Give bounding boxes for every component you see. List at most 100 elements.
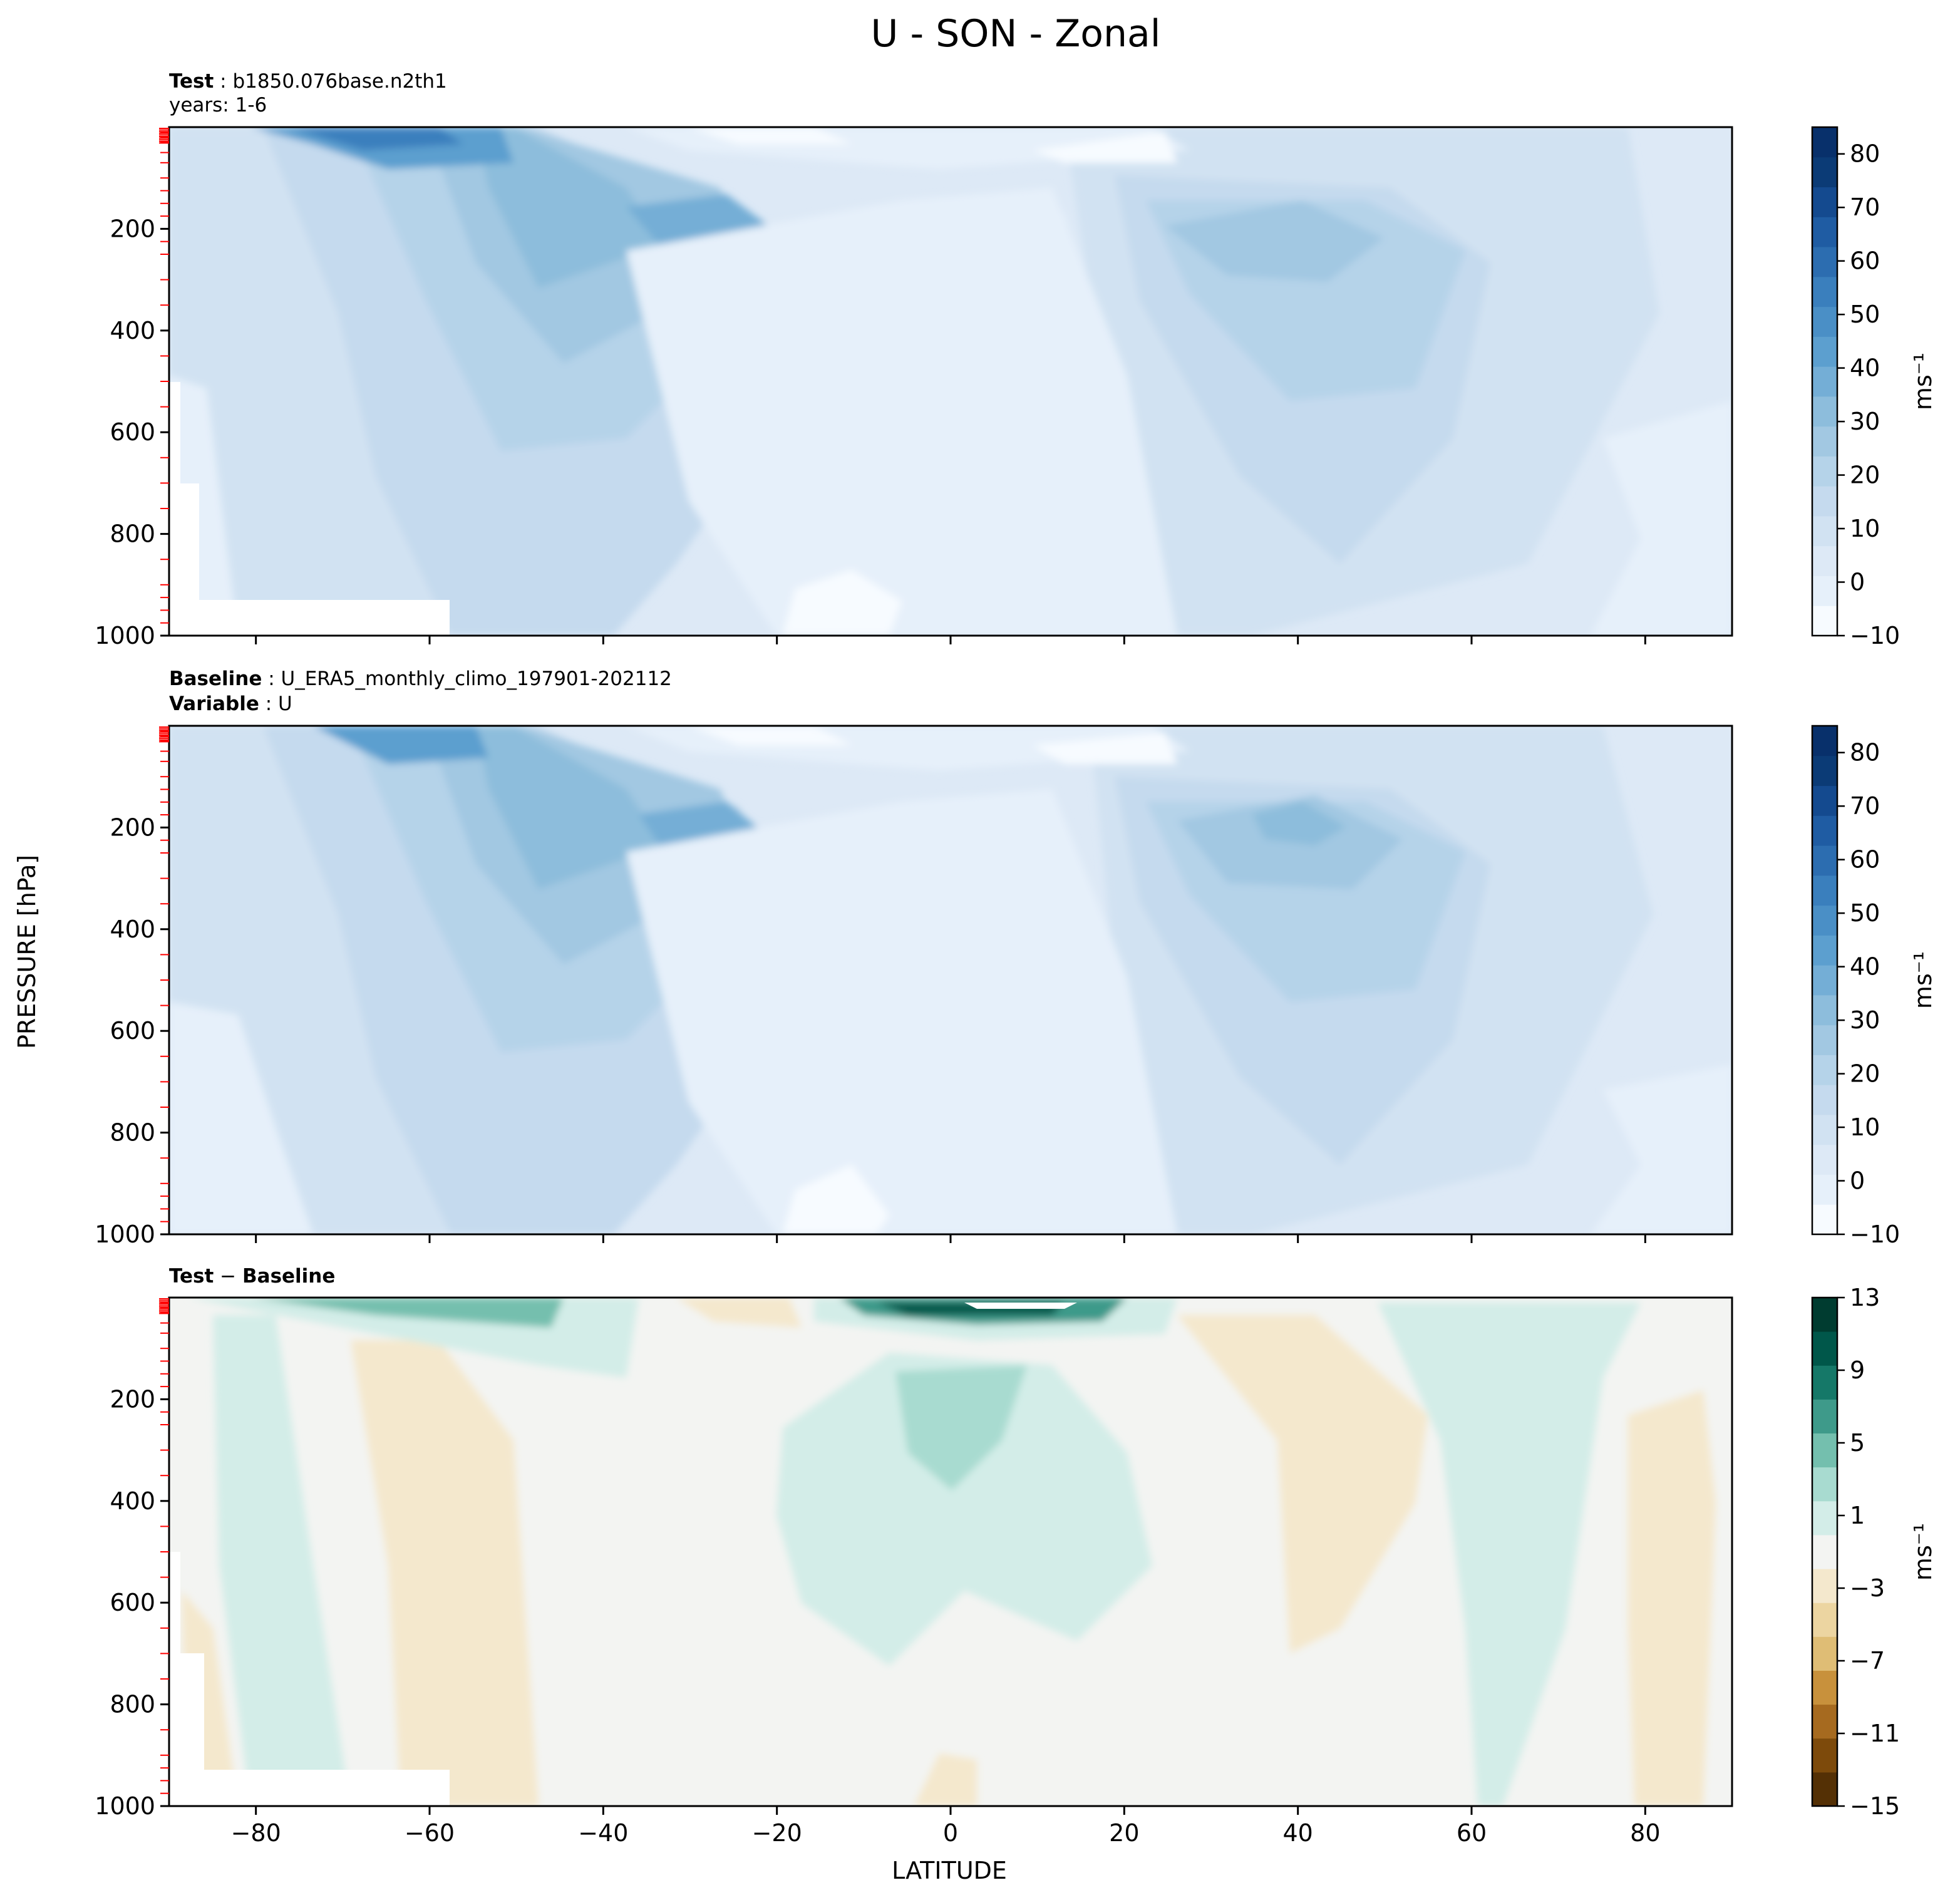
- x-tick-label: 0: [943, 1819, 958, 1847]
- panel-diff-label: Test − Baseline: [169, 1265, 335, 1288]
- x-tick-label: 40: [1282, 1819, 1313, 1847]
- y-tick-label: 400: [110, 1487, 155, 1515]
- panel-baseline-variable-rest: : U: [259, 693, 292, 715]
- colorbar-frame: [1811, 725, 1839, 1236]
- colorbar-swatch: [1812, 994, 1837, 1026]
- figure-title: U - SON - Zonal: [871, 12, 1161, 56]
- colorbar-swatch: [1812, 1636, 1837, 1671]
- colorbar-tick-label: 40: [1850, 953, 1880, 981]
- colorbar-tick-label: −7: [1850, 1647, 1885, 1675]
- colorbar-swatch: [1812, 1704, 1837, 1739]
- panel-diff-level-markers: [159, 1298, 169, 1794]
- colorbar-swatch: [1812, 905, 1837, 936]
- colorbar-tick-label: −15: [1850, 1792, 1900, 1820]
- colorbar-swatch: [1812, 965, 1837, 996]
- y-tick-label: 600: [110, 418, 155, 446]
- colorbar-tick-label: −10: [1850, 1221, 1900, 1248]
- y-tick-label: 200: [110, 215, 155, 242]
- colorbar-tick-label: 80: [1850, 739, 1880, 767]
- x-tick-label: 80: [1630, 1819, 1660, 1847]
- colorbar-swatch: [1812, 606, 1837, 636]
- x-tick-label: −60: [405, 1819, 455, 1847]
- colorbar-swatch: [1812, 187, 1837, 217]
- colorbar-swatch: [1812, 935, 1837, 966]
- y-tick-label: 800: [110, 520, 155, 548]
- colorbar-swatch: [1812, 426, 1837, 457]
- panel-diff: Test − Baseline: [95, 1265, 1733, 1847]
- colorbar-swatch: [1812, 1365, 1837, 1400]
- panel-test-field: [169, 127, 1732, 636]
- y-tick-label: 1000: [95, 1221, 155, 1248]
- colorbar-swatch: [1812, 1738, 1837, 1773]
- colorbar-tick-label: 10: [1850, 1113, 1880, 1141]
- y-tick-label: 400: [110, 916, 155, 943]
- colorbar-swatch: [1812, 396, 1837, 427]
- colorbar-swatch: [1812, 1399, 1837, 1434]
- colorbar-swatch: [1812, 515, 1837, 547]
- colorbar-swatch: [1812, 815, 1837, 846]
- panel-diff-label-mid: −: [214, 1265, 242, 1288]
- colorbar-swatch: [1812, 1085, 1837, 1115]
- panel-baseline-variable: Variable : U: [169, 693, 292, 715]
- panel-baseline-level-markers: [159, 726, 169, 1222]
- colorbar-swatch: [1812, 726, 1837, 756]
- colorbar-swatch: [1812, 127, 1837, 158]
- colorbar-baseline: 80 70 60 50 40 30 20 10 0 −10 ms⁻¹: [1811, 725, 1937, 1248]
- colorbar-tick-label: 0: [1850, 1167, 1865, 1195]
- colorbar-swatch: [1812, 755, 1837, 787]
- colorbar-tick-label: 20: [1850, 462, 1880, 489]
- colorbar-swatch: [1812, 1331, 1837, 1366]
- panel-test: Test : b1850.076base.n2th1 years: 1-6: [95, 70, 1733, 649]
- panel-test-label-rest: : b1850.076base.n2th1: [214, 70, 446, 93]
- colorbar-swatch: [1812, 1534, 1837, 1569]
- colorbar-tick-label: 40: [1850, 354, 1880, 382]
- colorbar-swatch: [1812, 1433, 1837, 1468]
- panel-test-years: years: 1-6: [169, 94, 267, 116]
- panel-test-label-bold: Test: [169, 70, 214, 93]
- panel-baseline-label-bold: Baseline: [169, 668, 262, 690]
- colorbar-tick-label: 70: [1850, 194, 1880, 221]
- panel-test-yticks: 200 400 600 800 1000: [95, 215, 169, 649]
- y-tick-label: 800: [110, 1119, 155, 1147]
- colorbar-swatch: [1812, 486, 1837, 517]
- colorbar-tick-label: −10: [1850, 622, 1900, 649]
- colorbar-swatch: [1812, 336, 1837, 367]
- colorbar-swatch: [1812, 1144, 1837, 1175]
- colorbar-swatch: [1812, 1298, 1837, 1332]
- colorbar-swatch: [1812, 1204, 1837, 1235]
- y-tick-label: 800: [110, 1691, 155, 1718]
- colorbar-swatch: [1812, 785, 1837, 816]
- x-tick-label: −80: [231, 1819, 281, 1847]
- colorbar-swatch: [1812, 1603, 1837, 1637]
- y-tick-label: 200: [110, 1385, 155, 1413]
- colorbar-tick-label: −3: [1850, 1574, 1885, 1602]
- panel-diff-yticks: 200 400 600 800 1000: [95, 1385, 169, 1820]
- panel-baseline-label-rest: : U_ERA5_monthly_climo_197901-202112: [262, 668, 672, 690]
- y-tick-label: 400: [110, 317, 155, 344]
- panel-diff-xticks: −80 −60 −40 −20 0 20 40 60 80: [231, 1806, 1661, 1847]
- y-tick-label: 1000: [95, 1792, 155, 1820]
- colorbar-swatch: [1812, 1670, 1837, 1705]
- colorbar-tick-label: 0: [1850, 569, 1865, 596]
- panel-baseline: Baseline : U_ERA5_monthly_climo_197901-2…: [95, 668, 1733, 1248]
- panel-diff-label-bold2: Baseline: [242, 1265, 335, 1288]
- colorbar-swatch: [1812, 1114, 1837, 1145]
- colorbar-tick-label: 60: [1850, 846, 1880, 874]
- colorbar-frame: [1811, 1296, 1839, 1807]
- x-tick-label: 60: [1457, 1819, 1487, 1847]
- colorbar-tick-label: 13: [1850, 1284, 1880, 1311]
- y-tick-label: 200: [110, 813, 155, 841]
- colorbar-tick-label: 5: [1850, 1429, 1865, 1457]
- colorbar-swatch: [1812, 247, 1837, 277]
- colorbar-swatch: [1812, 845, 1837, 876]
- colorbar-tick-label: −11: [1850, 1720, 1900, 1747]
- x-tick-label: 20: [1109, 1819, 1139, 1847]
- colorbar-swatch: [1812, 1055, 1837, 1085]
- colorbar-swatch: [1812, 545, 1837, 576]
- colorbar-tick-label: 9: [1850, 1356, 1865, 1384]
- colorbar-tick-label: 70: [1850, 792, 1880, 820]
- colorbar-tick-label: 80: [1850, 140, 1880, 168]
- colorbar-unit: ms⁻¹: [1909, 353, 1937, 410]
- x-tick-label: −40: [578, 1819, 628, 1847]
